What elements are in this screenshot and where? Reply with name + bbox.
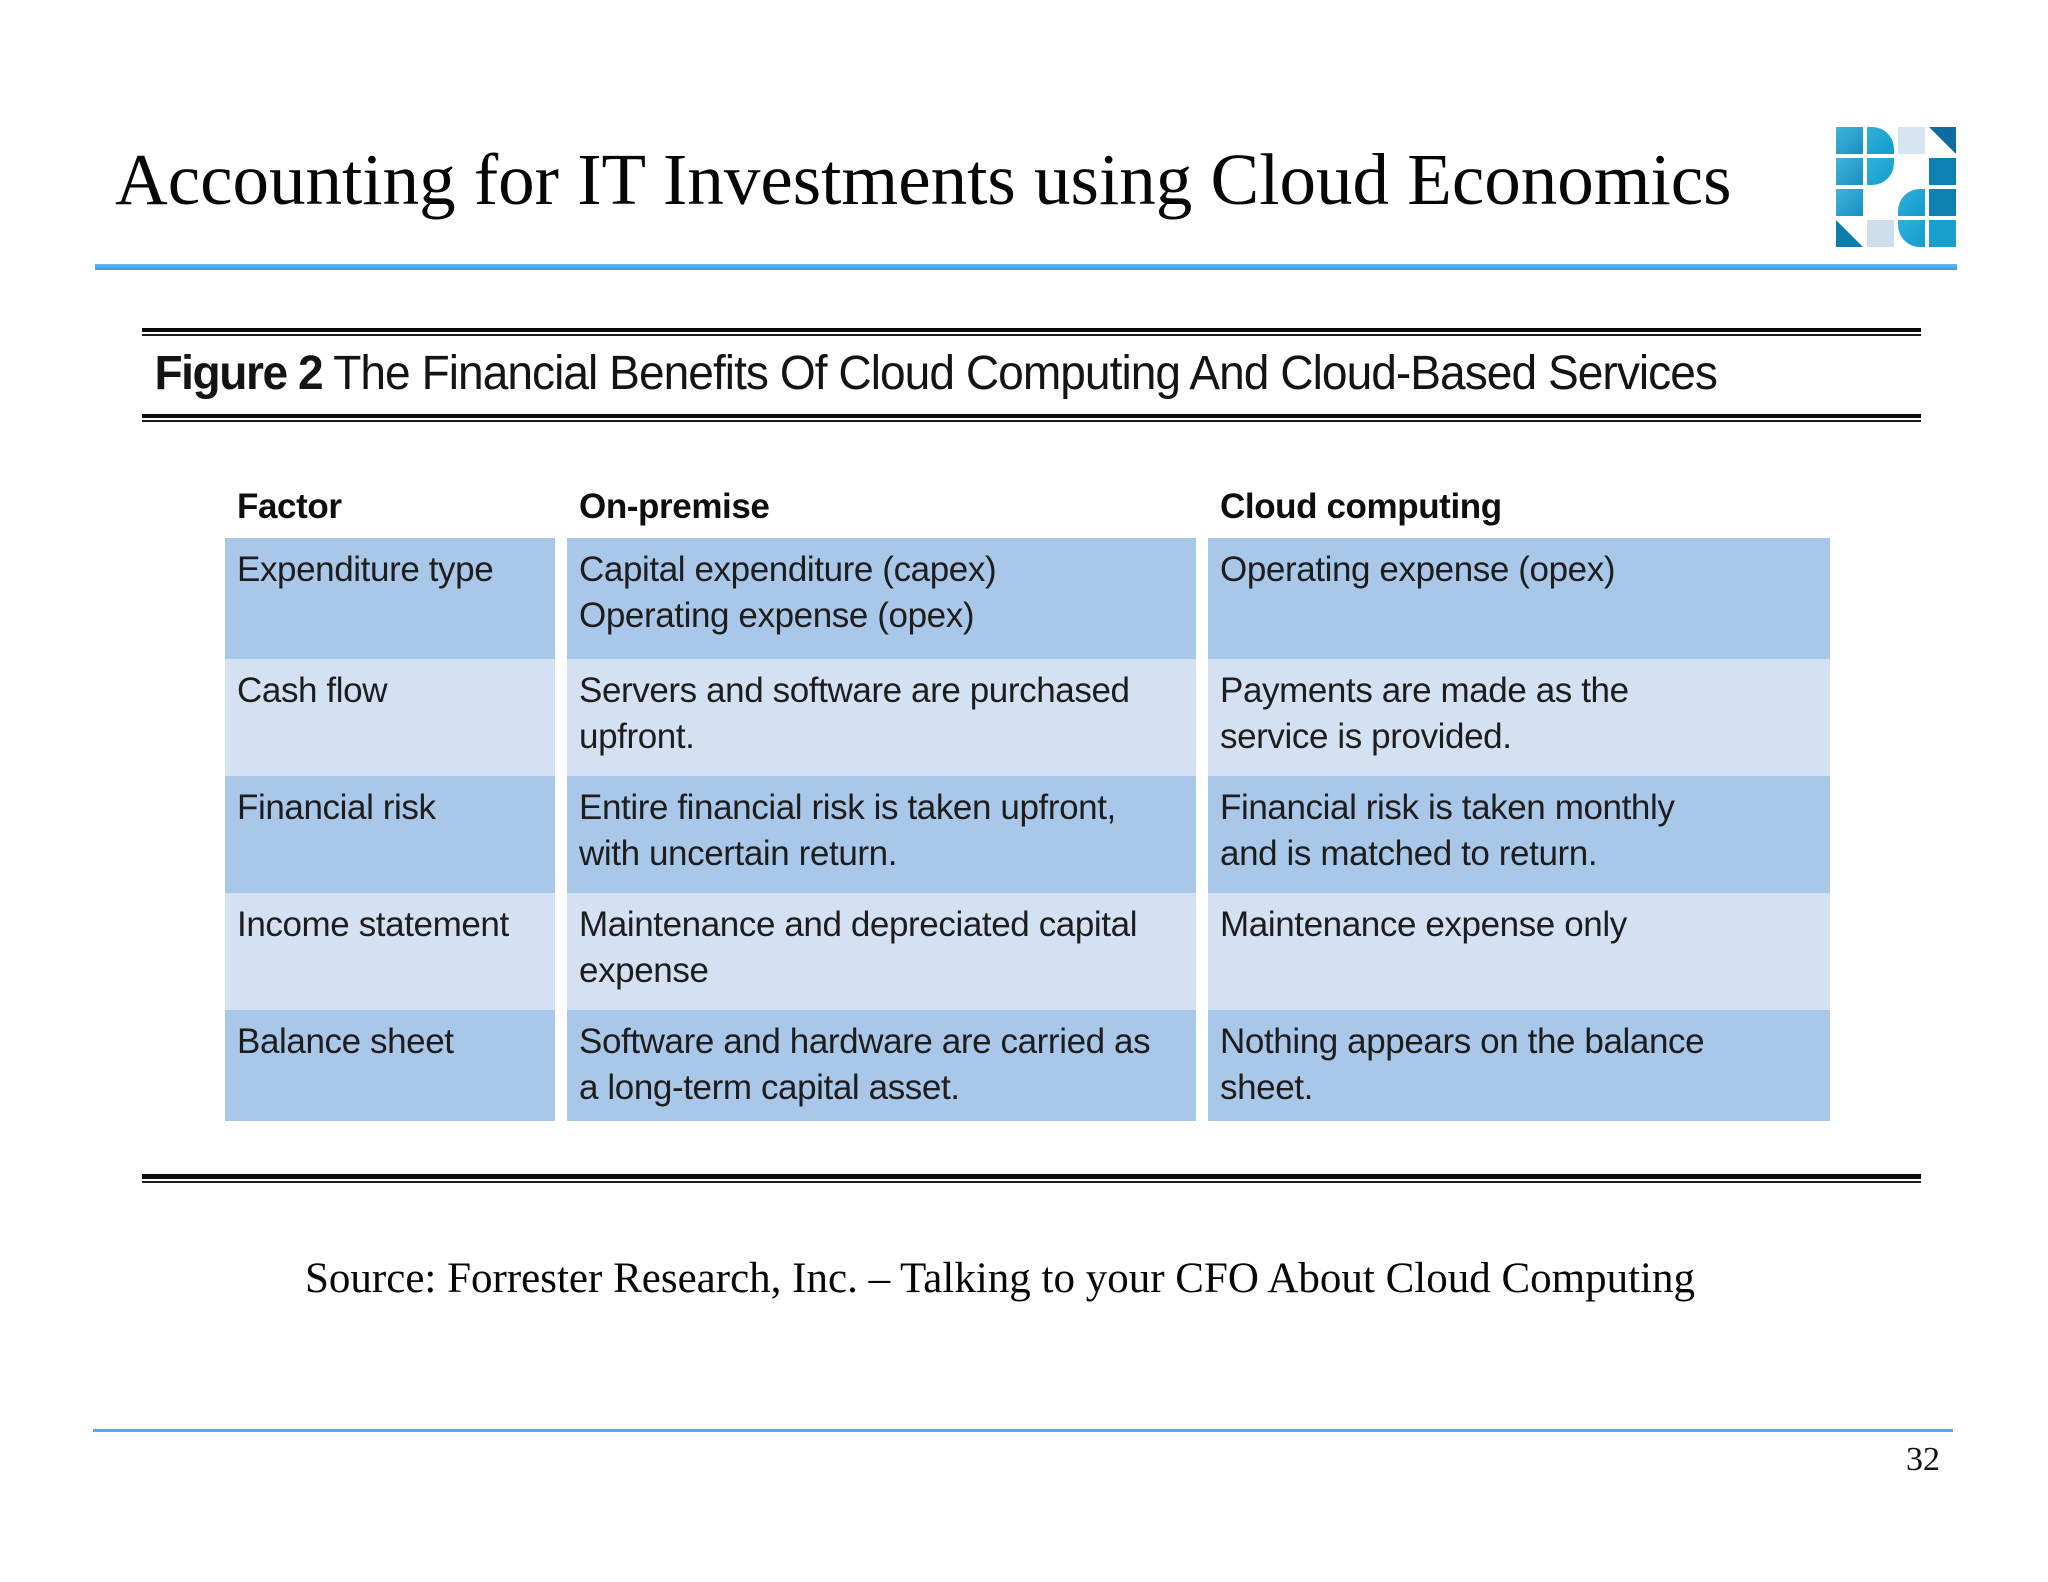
figure-table: Factor On-premise Cloud computing Expend… (225, 486, 1830, 1121)
on-premise-cell: Servers and software are purchased upfro… (567, 659, 1196, 776)
logo-cell (1898, 158, 1925, 185)
logo-cell (1836, 189, 1863, 216)
title-underline (95, 264, 1957, 270)
cloud-cell: Maintenance expense only (1208, 893, 1830, 1010)
source-attribution: Source: Forrester Research, Inc. – Talki… (305, 1255, 1695, 1302)
header-on-premise: On-premise (579, 487, 770, 526)
factor-cell: Expenditure type (225, 538, 555, 659)
logo-cell (1929, 220, 1956, 247)
on-premise-cell: Software and hardware are carried as a l… (567, 1010, 1196, 1121)
on-premise-cell: Entire financial risk is taken upfront, … (567, 776, 1196, 893)
logo-cell (1898, 220, 1925, 247)
forrester-figure: Figure 2 The Financial Benefits Of Cloud… (142, 328, 1921, 1183)
page-title: Accounting for IT Investments using Clou… (115, 139, 1732, 220)
table-header-row: Factor On-premise Cloud computing (225, 486, 1830, 528)
logo-cell (1929, 127, 1956, 154)
table-row: Cash flow Servers and software are purch… (225, 659, 1830, 776)
grid-tile-logo-icon (1836, 127, 1956, 247)
cloud-cell: Payments are made as the service is prov… (1208, 659, 1830, 776)
factor-cell: Income statement (225, 893, 555, 1010)
cloud-cell: Financial risk is taken monthly and is m… (1208, 776, 1830, 893)
cloud-cell: Nothing appears on the balance sheet. (1208, 1010, 1830, 1121)
figure-caption-text: The Financial Benefits Of Cloud Computin… (322, 347, 1718, 400)
figure-top-rule (142, 328, 1921, 336)
footer-rule (93, 1429, 1953, 1432)
figure-caption: Figure 2 The Financial Benefits Of Cloud… (142, 336, 1850, 414)
figure-bottom-rule (142, 1174, 1921, 1183)
figure-caption-label: Figure 2 (154, 347, 323, 400)
logo-cell (1898, 189, 1925, 216)
cloud-cell: Operating expense (opex) (1208, 538, 1830, 659)
on-premise-cell: Capital expenditure (capex) Operating ex… (567, 538, 1196, 659)
caption-bottom-rule (142, 414, 1921, 422)
header-cloud-computing: Cloud computing (1220, 487, 1502, 526)
logo-cell (1929, 189, 1956, 216)
table-row: Financial risk Entire financial risk is … (225, 776, 1830, 893)
logo-cell (1929, 158, 1956, 185)
logo-cell (1867, 127, 1894, 154)
logo-cell (1898, 127, 1925, 154)
logo-cell (1867, 189, 1894, 216)
table-row: Expenditure type Capital expenditure (ca… (225, 538, 1830, 659)
factor-cell: Financial risk (225, 776, 555, 893)
logo-cell (1836, 127, 1863, 154)
factor-cell: Balance sheet (225, 1010, 555, 1121)
table-row: Income statement Maintenance and depreci… (225, 893, 1830, 1010)
logo-cell (1836, 220, 1863, 247)
logo-cell (1836, 158, 1863, 185)
header-factor: Factor (237, 487, 342, 526)
on-premise-cell: Maintenance and depreciated capital expe… (567, 893, 1196, 1010)
factor-cell: Cash flow (225, 659, 555, 776)
page-number: 32 (1906, 1441, 1940, 1478)
logo-cell (1867, 158, 1894, 185)
table-row: Balance sheet Software and hardware are … (225, 1010, 1830, 1121)
logo-cell (1867, 220, 1894, 247)
